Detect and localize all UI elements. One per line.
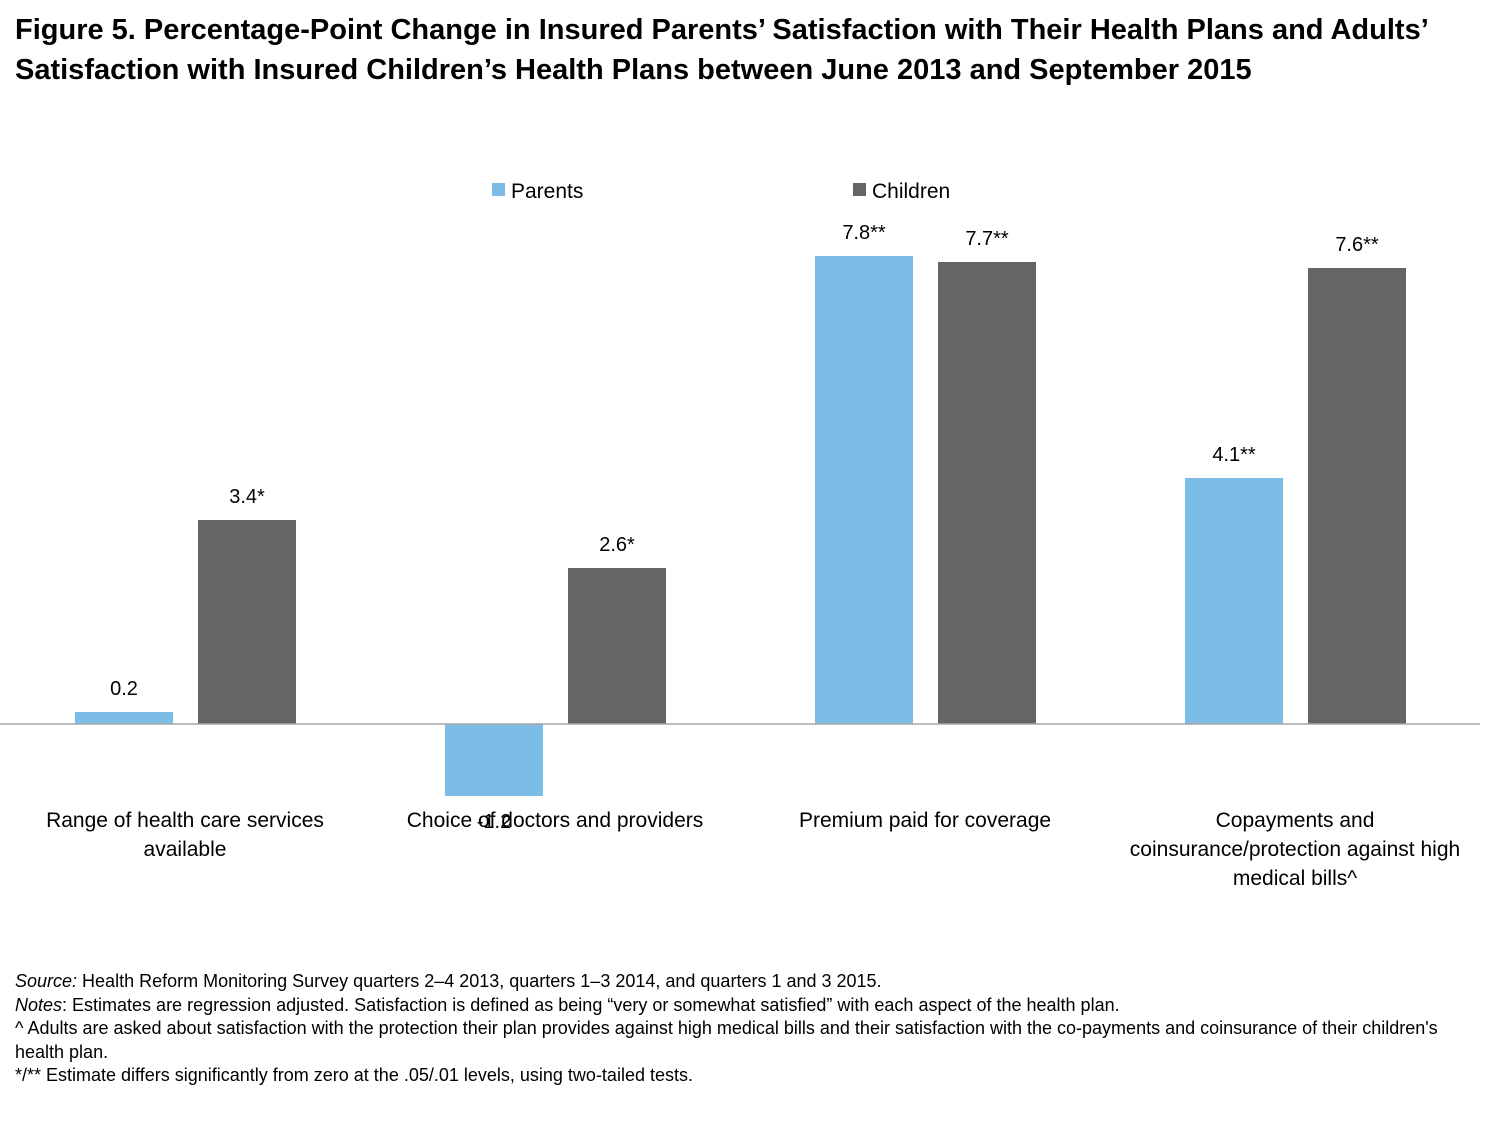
category-label-line: Premium paid for coverage — [799, 809, 1051, 832]
category-label-line: medical bills^ — [1233, 867, 1357, 890]
bar-children-0[interactable] — [198, 520, 296, 724]
category-label-line: Range of health care services — [46, 809, 324, 832]
significance-note: */** Estimate differs significantly from… — [15, 1065, 693, 1085]
source-note: Source: Health Reform Monitoring Survey … — [15, 970, 1485, 994]
category-label-line: Copayments and — [1216, 809, 1375, 832]
source-label: Source: — [15, 971, 78, 991]
bar-children-2[interactable] — [938, 262, 1036, 724]
bar-value-label-children-0: 3.4* — [229, 486, 265, 508]
category-label-3: Copayments and coinsurance/protection aga… — [1130, 809, 1460, 890]
category-label-line: Choice of doctors and providers — [407, 809, 704, 832]
legend-label-parents[interactable]: Parents — [511, 180, 583, 203]
category-labels: Range of health care services available Ch… — [46, 809, 1460, 890]
legend-swatch-children — [853, 183, 866, 196]
bar-children-1[interactable] — [568, 568, 666, 724]
notes-label: Notes — [15, 994, 63, 1015]
bar-value-label-parents-1: -1.2 — [477, 811, 511, 833]
legend: Parents Children — [492, 180, 950, 203]
bars — [75, 256, 1406, 796]
bar-chart: Parents Children 0.2 -1.2 7.8** 4.1** 3.4* 2.6… — [0, 180, 1480, 890]
bar-value-label-parents-2: 7.8** — [842, 222, 886, 244]
legend-label-children[interactable]: Children — [872, 180, 950, 203]
notes-note: Notes: Estimates are regression adjusted… — [15, 994, 1485, 1018]
bar-parents-2[interactable] — [815, 256, 913, 724]
category-label-1: Choice of doctors and providers — [407, 809, 704, 832]
category-label-0: Range of health care services available — [46, 809, 324, 861]
bar-value-label-children-1: 2.6* — [599, 534, 635, 556]
bar-value-label-parents-0: 0.2 — [110, 678, 138, 700]
bar-value-label-parents-3: 4.1** — [1212, 444, 1256, 466]
bar-value-label-children-3: 7.6** — [1335, 234, 1379, 256]
footnotes: Source: Health Reform Monitoring Survey … — [15, 970, 1485, 1088]
bar-parents-1[interactable] — [445, 724, 543, 796]
notes-text: : Estimates are regression adjusted. Sat… — [62, 994, 1120, 1015]
category-label-2: Premium paid for coverage — [799, 809, 1051, 832]
source-text: Health Reform Monitoring Survey quarters… — [77, 971, 882, 991]
category-label-line: coinsurance/protection against high — [1130, 838, 1460, 861]
category-label-line: available — [144, 838, 227, 861]
caret-note: ^ Adults are asked about satisfaction wi… — [15, 1018, 1438, 1062]
bar-parents-3[interactable] — [1185, 478, 1283, 724]
chart-title: Figure 5. Percentage-Point Change in Ins… — [15, 14, 1428, 86]
legend-swatch-parents — [492, 183, 505, 196]
bar-children-3[interactable] — [1308, 268, 1406, 724]
bar-labels: 0.2 -1.2 7.8** 4.1** 3.4* 2.6* 7.7** 7.6** — [110, 222, 1379, 833]
bar-value-label-children-2: 7.7** — [965, 228, 1009, 250]
bar-parents-0[interactable] — [75, 712, 173, 724]
